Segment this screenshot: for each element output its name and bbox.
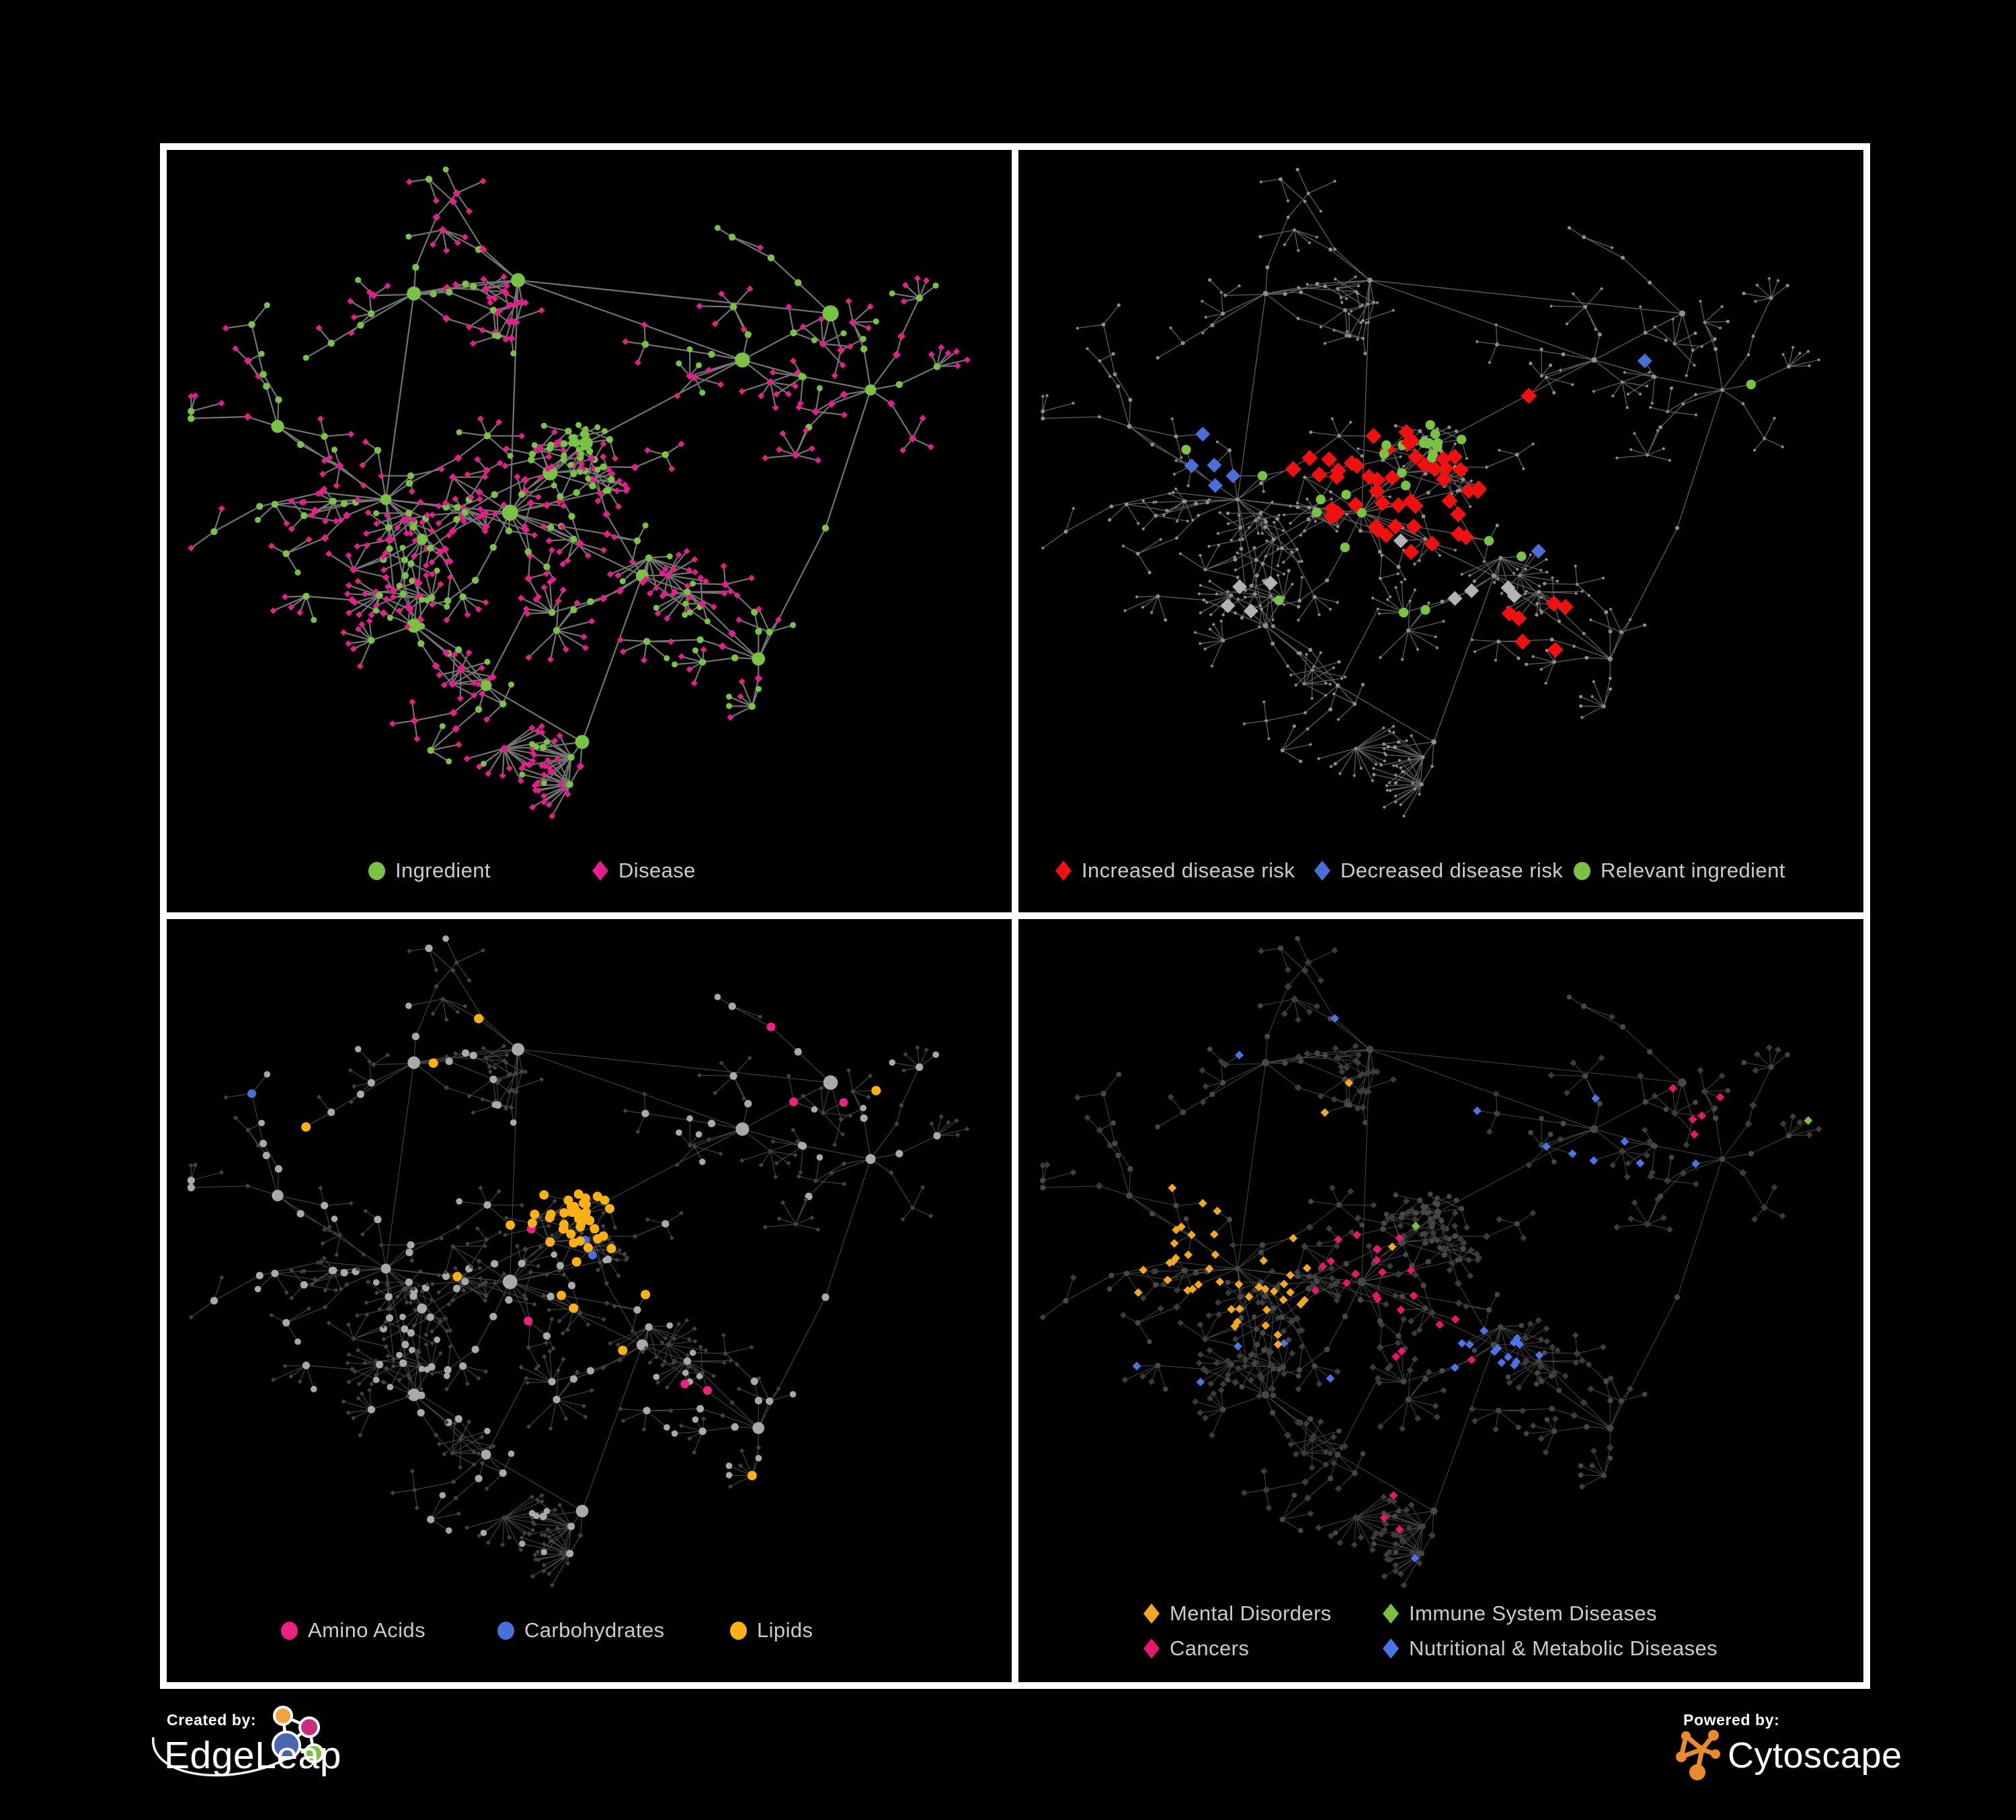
network-panel-nutrient-classes: Amino Acids Carbohydrates Lipids — [160, 912, 1018, 1689]
created-by-label: Created by: — [167, 1711, 257, 1729]
network-panel-disease-classes: Mental Disorders Immune System Diseases Ca… — [1012, 912, 1870, 1689]
cytoscape-logo-icon — [1676, 1730, 1720, 1780]
edgeleap-logo — [152, 1706, 324, 1777]
network-panel-ingredient-disease: Ingredient Disease — [160, 143, 1018, 920]
network-graph[interactable] — [1018, 919, 1850, 1669]
engine-name: Cytoscape — [1728, 1735, 1902, 1776]
powered-by-label: Powered by: — [1683, 1711, 1780, 1729]
network-graph[interactable] — [167, 919, 998, 1669]
network-graph[interactable] — [1018, 150, 1850, 900]
brand-name: EdgeLeap — [164, 1734, 341, 1777]
network-panel-disease-risk: Increased disease risk Decreased disease … — [1012, 143, 1870, 920]
network-graph[interactable] — [167, 150, 998, 900]
